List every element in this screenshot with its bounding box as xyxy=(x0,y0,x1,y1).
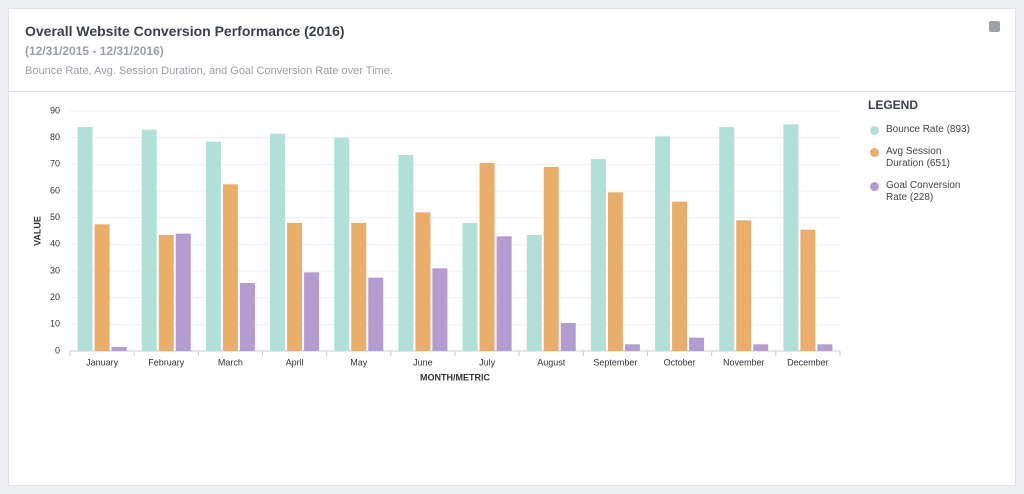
y-tick-label: 50 xyxy=(50,212,60,222)
description: Bounce Rate, Avg. Session Duration, and … xyxy=(25,65,393,77)
bar xyxy=(736,220,752,351)
y-tick-label: 70 xyxy=(50,159,60,169)
bar xyxy=(334,137,350,351)
legend-swatch xyxy=(870,126,879,135)
bar xyxy=(111,347,127,351)
bar xyxy=(607,192,623,351)
bar xyxy=(689,337,705,351)
bar xyxy=(175,233,191,351)
x-tick-label: October xyxy=(664,357,696,367)
bar xyxy=(205,141,221,351)
x-tick-label: June xyxy=(413,357,433,367)
bar xyxy=(141,129,157,351)
bar xyxy=(753,344,769,351)
y-tick-label: 80 xyxy=(50,132,60,142)
bar xyxy=(543,167,559,351)
bar xyxy=(672,201,688,351)
bar xyxy=(624,344,640,351)
bar xyxy=(94,224,110,351)
legend-item: Avg Session Duration (651) xyxy=(868,146,976,170)
bar xyxy=(817,344,833,351)
x-tick-label: April xyxy=(286,357,304,367)
x-tick-label: March xyxy=(218,357,243,367)
chart-icon[interactable] xyxy=(989,21,1000,32)
bar xyxy=(304,272,320,351)
legend-title: LEGEND xyxy=(868,98,919,112)
bar xyxy=(590,159,606,351)
x-tick-label: July xyxy=(479,357,496,367)
bar xyxy=(287,223,303,351)
title: Overall Website Conversion Performance (… xyxy=(25,23,345,39)
bar xyxy=(496,236,512,351)
y-tick-label: 20 xyxy=(50,292,60,302)
legend-item: Bounce Rate (893) xyxy=(868,124,976,136)
bar xyxy=(415,212,431,351)
legend-item: Goal Conversion Rate (228) xyxy=(868,180,976,204)
x-tick-label: December xyxy=(787,357,829,367)
legend: LEGEND Bounce Rate (893) Avg Session Durat… xyxy=(868,98,978,214)
bar xyxy=(783,124,799,351)
bar xyxy=(222,184,238,351)
bar xyxy=(398,155,414,351)
bar xyxy=(368,277,384,351)
y-tick-label: 60 xyxy=(50,185,60,195)
bar xyxy=(560,323,576,351)
y-tick-label: 40 xyxy=(50,239,60,249)
x-tick-label: May xyxy=(350,357,368,367)
legend-swatch xyxy=(870,182,879,191)
y-tick-label: 0 xyxy=(55,345,60,355)
bar xyxy=(719,127,735,351)
header: Overall Website Conversion Performance (… xyxy=(9,9,1015,92)
x-tick-label: September xyxy=(593,357,637,367)
x-tick-label: January xyxy=(86,357,119,367)
y-tick-label: 90 xyxy=(50,105,60,115)
bar xyxy=(526,235,542,351)
x-tick-label: August xyxy=(537,357,566,367)
bar xyxy=(655,136,671,351)
x-axis-title: MONTH/METRIC xyxy=(420,372,490,382)
legend-swatch xyxy=(870,148,879,157)
bar xyxy=(462,223,478,351)
y-tick-label: 30 xyxy=(50,265,60,275)
bar xyxy=(432,268,448,351)
bar xyxy=(239,283,255,351)
y-tick-label: 10 xyxy=(50,319,60,329)
x-tick-label: November xyxy=(723,357,765,367)
bar xyxy=(77,127,93,351)
y-axis-title: VALUE xyxy=(32,216,42,246)
bar xyxy=(351,223,367,351)
bar xyxy=(479,163,495,351)
bar xyxy=(158,235,174,351)
date-range: (12/31/2015 - 12/31/2016) xyxy=(25,44,164,58)
x-tick-label: February xyxy=(148,357,185,367)
bar xyxy=(270,133,286,351)
bar xyxy=(800,229,816,351)
